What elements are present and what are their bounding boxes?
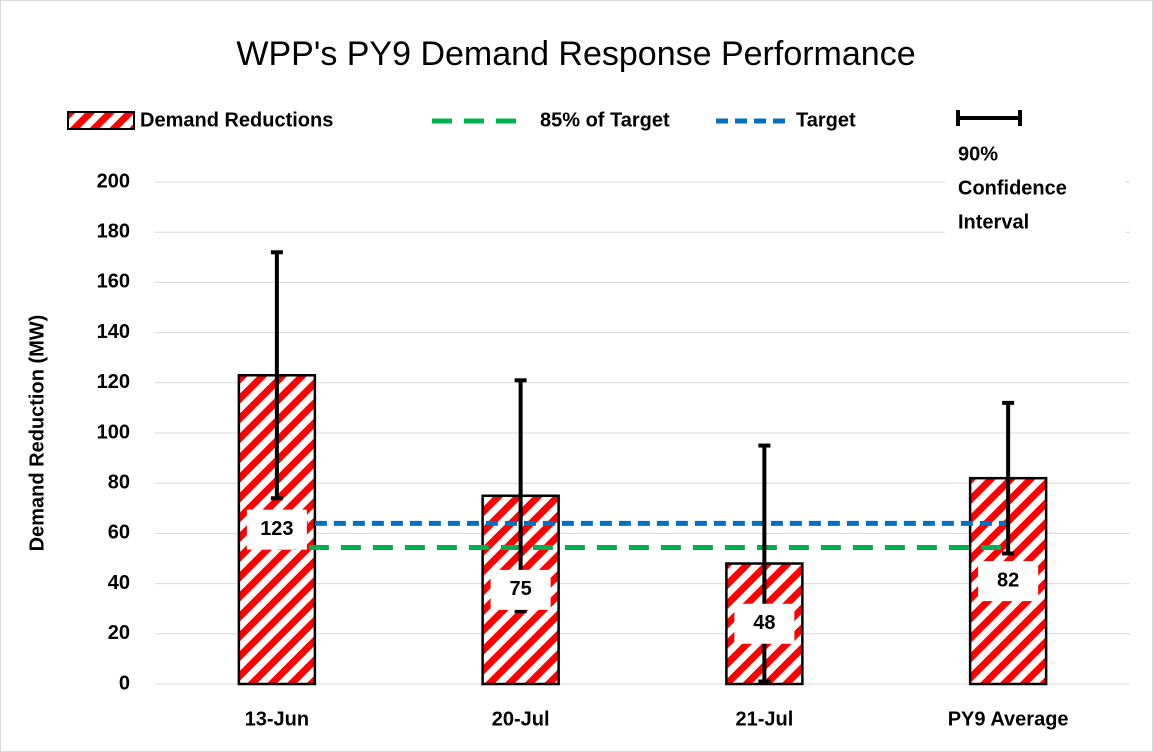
legend-label: 85% of Target bbox=[540, 109, 670, 131]
error-bar bbox=[270, 250, 283, 501]
error-bar bbox=[1002, 400, 1015, 556]
data-label: 123 bbox=[260, 518, 293, 540]
legend-label: Confidence bbox=[958, 177, 1067, 199]
x-tick-label: 13-Jun bbox=[245, 708, 309, 730]
y-tick-label: 200 bbox=[97, 170, 130, 192]
data-label: 75 bbox=[510, 578, 532, 600]
x-tick-label: PY9 Average bbox=[948, 708, 1069, 730]
y-tick-label: 160 bbox=[97, 271, 130, 293]
legend-swatch bbox=[67, 111, 135, 130]
y-tick-label: 0 bbox=[119, 672, 130, 694]
legend-label: Interval bbox=[958, 211, 1029, 233]
x-tick-label: 20-Jul bbox=[492, 708, 550, 730]
y-axis-title: Demand Reduction (MW) bbox=[26, 315, 48, 552]
legend-label: Target bbox=[796, 109, 856, 131]
y-tick-label: 80 bbox=[108, 471, 130, 493]
y-tick-label: 120 bbox=[97, 371, 130, 393]
data-label: 82 bbox=[997, 569, 1019, 591]
y-tick-label: 140 bbox=[97, 321, 130, 343]
data-label-box bbox=[490, 569, 551, 610]
legend-label: Demand Reductions bbox=[140, 109, 333, 131]
data-label-box bbox=[246, 509, 307, 550]
data-label-box bbox=[734, 603, 795, 644]
y-tick-label: 180 bbox=[97, 220, 130, 242]
legend-box bbox=[945, 140, 1125, 240]
y-tick-label: 20 bbox=[108, 622, 130, 644]
y-tick-label: 40 bbox=[108, 572, 130, 594]
data-label-box bbox=[978, 561, 1039, 602]
x-tick-label: 21-Jul bbox=[735, 708, 793, 730]
legend-label: 90% bbox=[958, 143, 998, 165]
y-tick-label: 100 bbox=[97, 421, 130, 443]
data-label: 48 bbox=[753, 612, 775, 634]
y-tick-label: 60 bbox=[108, 522, 130, 544]
chart-title: WPP's PY9 Demand Response Performance bbox=[236, 35, 915, 73]
